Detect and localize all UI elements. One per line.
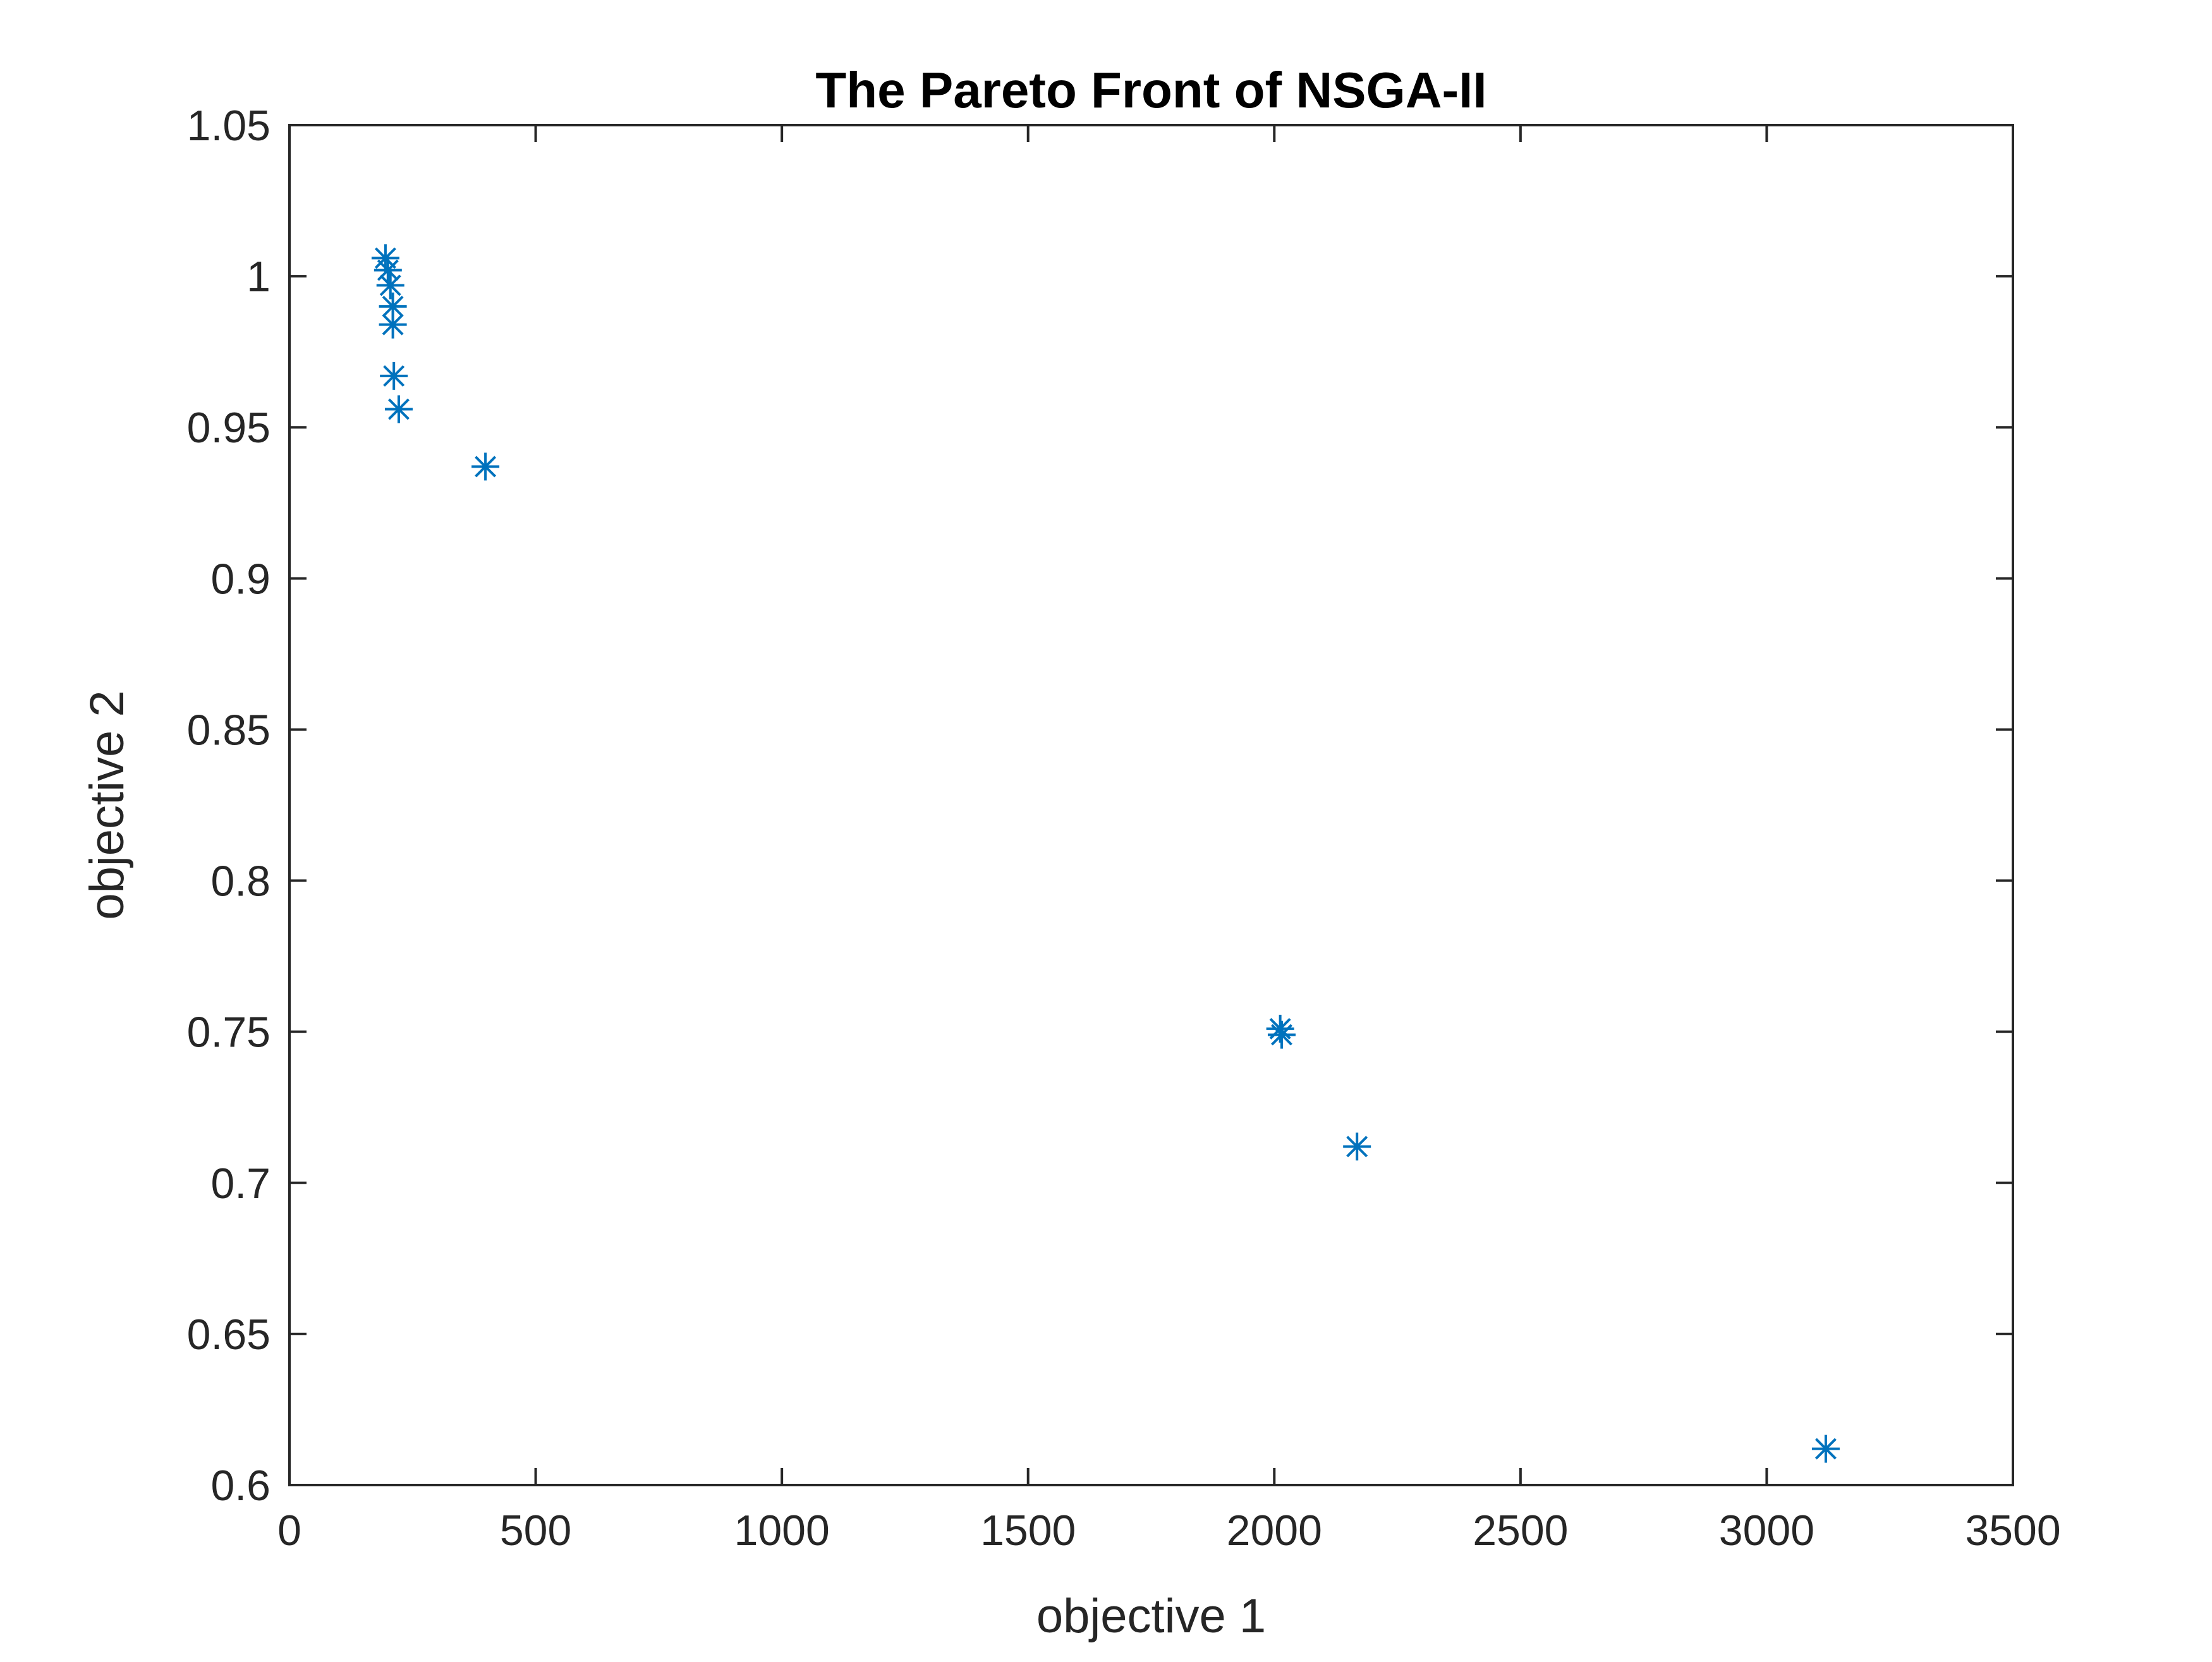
data-point (379, 310, 407, 339)
data-point (471, 452, 500, 481)
y-tick-label: 0.9 (210, 555, 270, 603)
axes (288, 124, 2014, 1486)
x-tick-label: 1500 (980, 1507, 1076, 1555)
x-tick-label: 1000 (734, 1507, 830, 1555)
x-tick-label: 500 (500, 1507, 571, 1555)
y-axis-label: objective 2 (80, 690, 134, 919)
data-point (376, 271, 404, 300)
y-tick-label: 0.85 (187, 706, 270, 754)
y-tick-label: 0.65 (187, 1311, 270, 1359)
x-tick-label: 2500 (1473, 1507, 1568, 1555)
data-point (384, 395, 413, 423)
x-tick-label: 3000 (1719, 1507, 1814, 1555)
y-tick-label: 0.8 (210, 858, 270, 906)
x-tick-label: 2000 (1227, 1507, 1322, 1555)
data-point (1267, 1021, 1296, 1049)
data-point (374, 256, 402, 284)
plot-area-box (288, 124, 2014, 1486)
data-point (1343, 1132, 1371, 1161)
y-tick-label: 0.7 (210, 1160, 270, 1208)
x-tick-label: 0 (277, 1507, 301, 1555)
data-points (371, 244, 1840, 1463)
data-point (1811, 1435, 1840, 1463)
y-tick-label: 1.05 (187, 102, 270, 150)
y-tick-label: 0.95 (187, 404, 270, 452)
y-tick-label: 0.75 (187, 1009, 270, 1057)
chart-title: The Pareto Front of NSGA-II (815, 62, 1486, 118)
data-point (1266, 1014, 1294, 1043)
y-tick-label: 1 (246, 253, 270, 301)
x-tick-label: 3500 (1965, 1507, 2060, 1555)
data-point (380, 361, 408, 390)
x-axis-label: objective 1 (1036, 1589, 1266, 1643)
y-tick-label: 0.6 (210, 1462, 270, 1510)
ticks: 0 500 1000 1500 2000 2500 3000 3500 0.6 0.65 0.7 0.… (187, 102, 2061, 1555)
